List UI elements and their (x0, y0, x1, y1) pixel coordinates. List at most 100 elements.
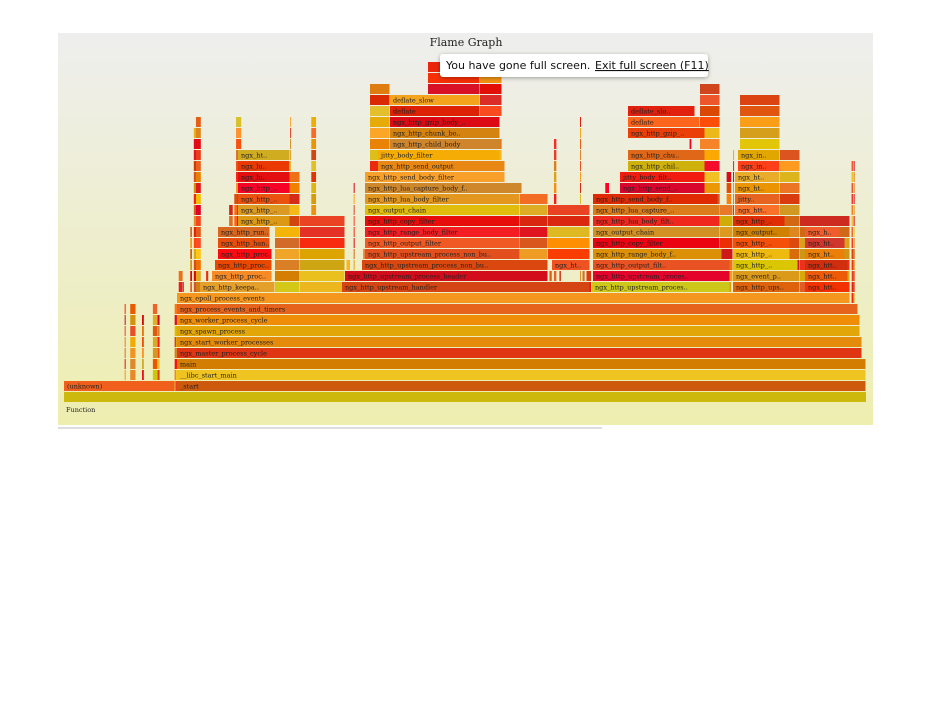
frame[interactable] (300, 249, 345, 259)
frame[interactable] (593, 205, 718, 215)
frame[interactable] (275, 249, 300, 259)
frame[interactable] (780, 194, 800, 204)
frame[interactable] (733, 216, 785, 226)
frame[interactable] (290, 139, 292, 149)
frame[interactable] (238, 161, 290, 171)
frame[interactable] (275, 282, 300, 292)
frame[interactable] (579, 172, 581, 182)
frame[interactable] (628, 161, 705, 171)
frame[interactable] (195, 238, 201, 248)
frame[interactable] (300, 282, 345, 292)
frame[interactable] (733, 150, 735, 160)
frame[interactable] (200, 282, 275, 292)
frame[interactable] (733, 271, 800, 281)
frame[interactable] (275, 271, 300, 281)
frame[interactable] (733, 183, 735, 193)
frame[interactable] (64, 381, 175, 391)
frame[interactable] (238, 216, 290, 226)
frame[interactable] (152, 326, 158, 336)
frame[interactable] (780, 161, 800, 171)
frame[interactable] (311, 172, 317, 182)
frame[interactable] (700, 150, 720, 160)
frame[interactable] (177, 337, 862, 347)
frame[interactable] (520, 238, 548, 248)
frame[interactable] (300, 238, 345, 248)
frame[interactable] (593, 260, 730, 270)
frame[interactable] (853, 227, 855, 237)
frame[interactable] (620, 172, 705, 182)
frame[interactable] (480, 106, 502, 116)
frame[interactable] (480, 95, 502, 105)
frame[interactable] (365, 238, 520, 248)
frame[interactable] (157, 326, 160, 336)
frame[interactable] (234, 216, 238, 226)
frame[interactable] (780, 183, 800, 193)
frame[interactable] (593, 194, 718, 204)
frame[interactable] (157, 359, 160, 369)
frame[interactable] (193, 271, 197, 281)
frame[interactable] (733, 260, 798, 270)
frame[interactable] (152, 370, 158, 380)
frame[interactable] (177, 293, 850, 303)
frame[interactable] (520, 249, 548, 259)
frame[interactable] (390, 117, 500, 127)
frame[interactable] (853, 238, 855, 248)
frame[interactable] (215, 260, 272, 270)
frame[interactable] (582, 271, 585, 281)
frame[interactable] (480, 73, 502, 83)
frame[interactable] (480, 84, 502, 94)
frame[interactable] (805, 249, 845, 259)
frame[interactable] (579, 271, 581, 281)
frame[interactable] (342, 282, 590, 292)
exit-fullscreen-link[interactable]: Exit full screen (F11) (595, 59, 709, 72)
frame[interactable] (193, 249, 197, 259)
frame[interactable] (365, 216, 520, 226)
frame[interactable] (498, 139, 502, 149)
frame[interactable] (726, 194, 732, 204)
frame[interactable] (370, 84, 390, 94)
frame[interactable] (548, 227, 590, 237)
frame[interactable] (805, 271, 848, 281)
frame[interactable] (157, 315, 160, 325)
frame[interactable] (142, 370, 144, 380)
frame[interactable] (549, 271, 552, 281)
frame[interactable] (300, 216, 345, 226)
frame[interactable] (593, 238, 720, 248)
frame[interactable] (195, 139, 201, 149)
frame[interactable] (620, 183, 705, 193)
frame[interactable] (195, 249, 201, 259)
frame[interactable] (363, 249, 365, 259)
frame[interactable] (290, 128, 292, 138)
frame[interactable] (193, 205, 197, 215)
frame[interactable] (311, 150, 317, 160)
frame[interactable] (365, 249, 520, 259)
frame[interactable] (130, 337, 136, 347)
frame[interactable] (142, 337, 144, 347)
frame[interactable] (64, 392, 866, 402)
frame[interactable] (805, 238, 845, 248)
frame[interactable] (378, 161, 505, 171)
frame[interactable] (190, 249, 193, 259)
frame[interactable] (851, 282, 853, 292)
frame[interactable] (130, 370, 136, 380)
frame[interactable] (605, 183, 610, 193)
frame[interactable] (218, 249, 272, 259)
frame[interactable] (579, 161, 581, 171)
frame[interactable] (130, 326, 136, 336)
frame[interactable] (726, 172, 732, 182)
frame[interactable] (628, 150, 705, 160)
frame[interactable] (195, 282, 201, 292)
frame[interactable] (733, 282, 800, 292)
frame[interactable] (157, 337, 160, 347)
frame[interactable] (800, 216, 850, 226)
frame[interactable] (353, 194, 355, 204)
frame[interactable] (234, 194, 238, 204)
frame[interactable] (190, 282, 193, 292)
frame[interactable] (735, 172, 780, 182)
frame[interactable] (300, 260, 345, 270)
frame[interactable] (353, 227, 355, 237)
frame[interactable] (700, 161, 720, 171)
frame[interactable] (520, 205, 548, 215)
frame[interactable] (193, 194, 197, 204)
frame[interactable] (236, 128, 242, 138)
